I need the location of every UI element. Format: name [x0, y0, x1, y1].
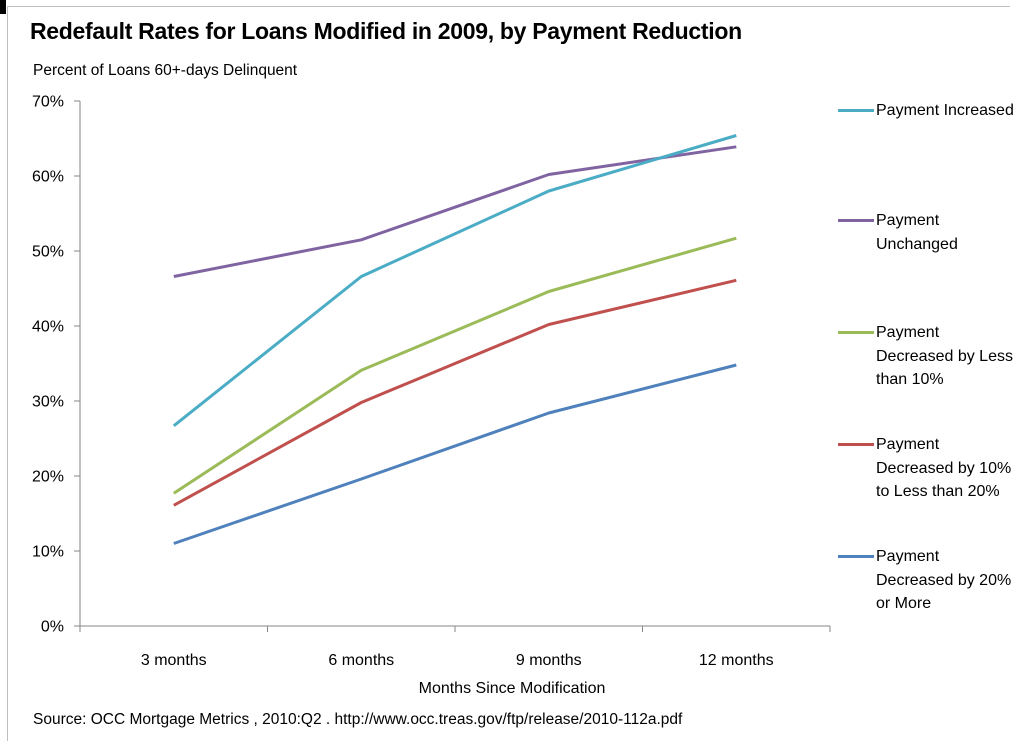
series-line-1 [173, 145, 737, 278]
series-line-4 [173, 363, 737, 545]
series-line-3 [173, 278, 737, 507]
y-tick-label: 60% [32, 169, 64, 186]
y-tick-label: 30% [32, 394, 64, 411]
x-tick-label: 12 months [699, 652, 774, 669]
y-tick-label: 50% [32, 244, 64, 261]
y-tick-label: 20% [32, 469, 64, 486]
series-line-0 [172, 134, 737, 427]
legend-label: Payment Increased [876, 102, 1014, 119]
chart-frame [7, 6, 1010, 741]
y-tick-label: 10% [32, 544, 64, 561]
legend-label: Payment Decreased by Less than 10% [876, 324, 1013, 388]
legend: Payment Increased Payment Unchanged Paym… [835, 0, 1016, 742]
legend-label: Payment Decreased by 10% to Less than 20… [876, 436, 1012, 500]
x-tick-label: 9 months [516, 652, 582, 669]
chart-title: Redefault Rates for Loans Modified in 20… [30, 18, 742, 44]
legend-swatch [838, 443, 874, 446]
legend-swatch [838, 555, 874, 558]
legend-swatch [838, 219, 874, 222]
corner-mark [0, 0, 6, 14]
series-line-2 [172, 236, 737, 495]
x-tick-label: 6 months [328, 652, 394, 669]
legend-swatch [838, 331, 874, 334]
y-tick-label: 40% [32, 319, 64, 336]
y-tick-label: 70% [32, 94, 64, 111]
legend-swatch [838, 109, 874, 112]
legend-label: Payment Decreased by 20% or More [876, 548, 1012, 612]
x-tick-label: 3 months [141, 652, 207, 669]
legend-label: Payment Unchanged [876, 212, 958, 253]
y-tick-label: 0% [41, 619, 64, 636]
x-axis-label: Months Since Modification [418, 680, 606, 697]
y-axis-label: Percent of Loans 60+-days Delinquent [33, 62, 298, 79]
source-note: Source: OCC Mortgage Metrics , 2010:Q2 .… [33, 711, 683, 728]
